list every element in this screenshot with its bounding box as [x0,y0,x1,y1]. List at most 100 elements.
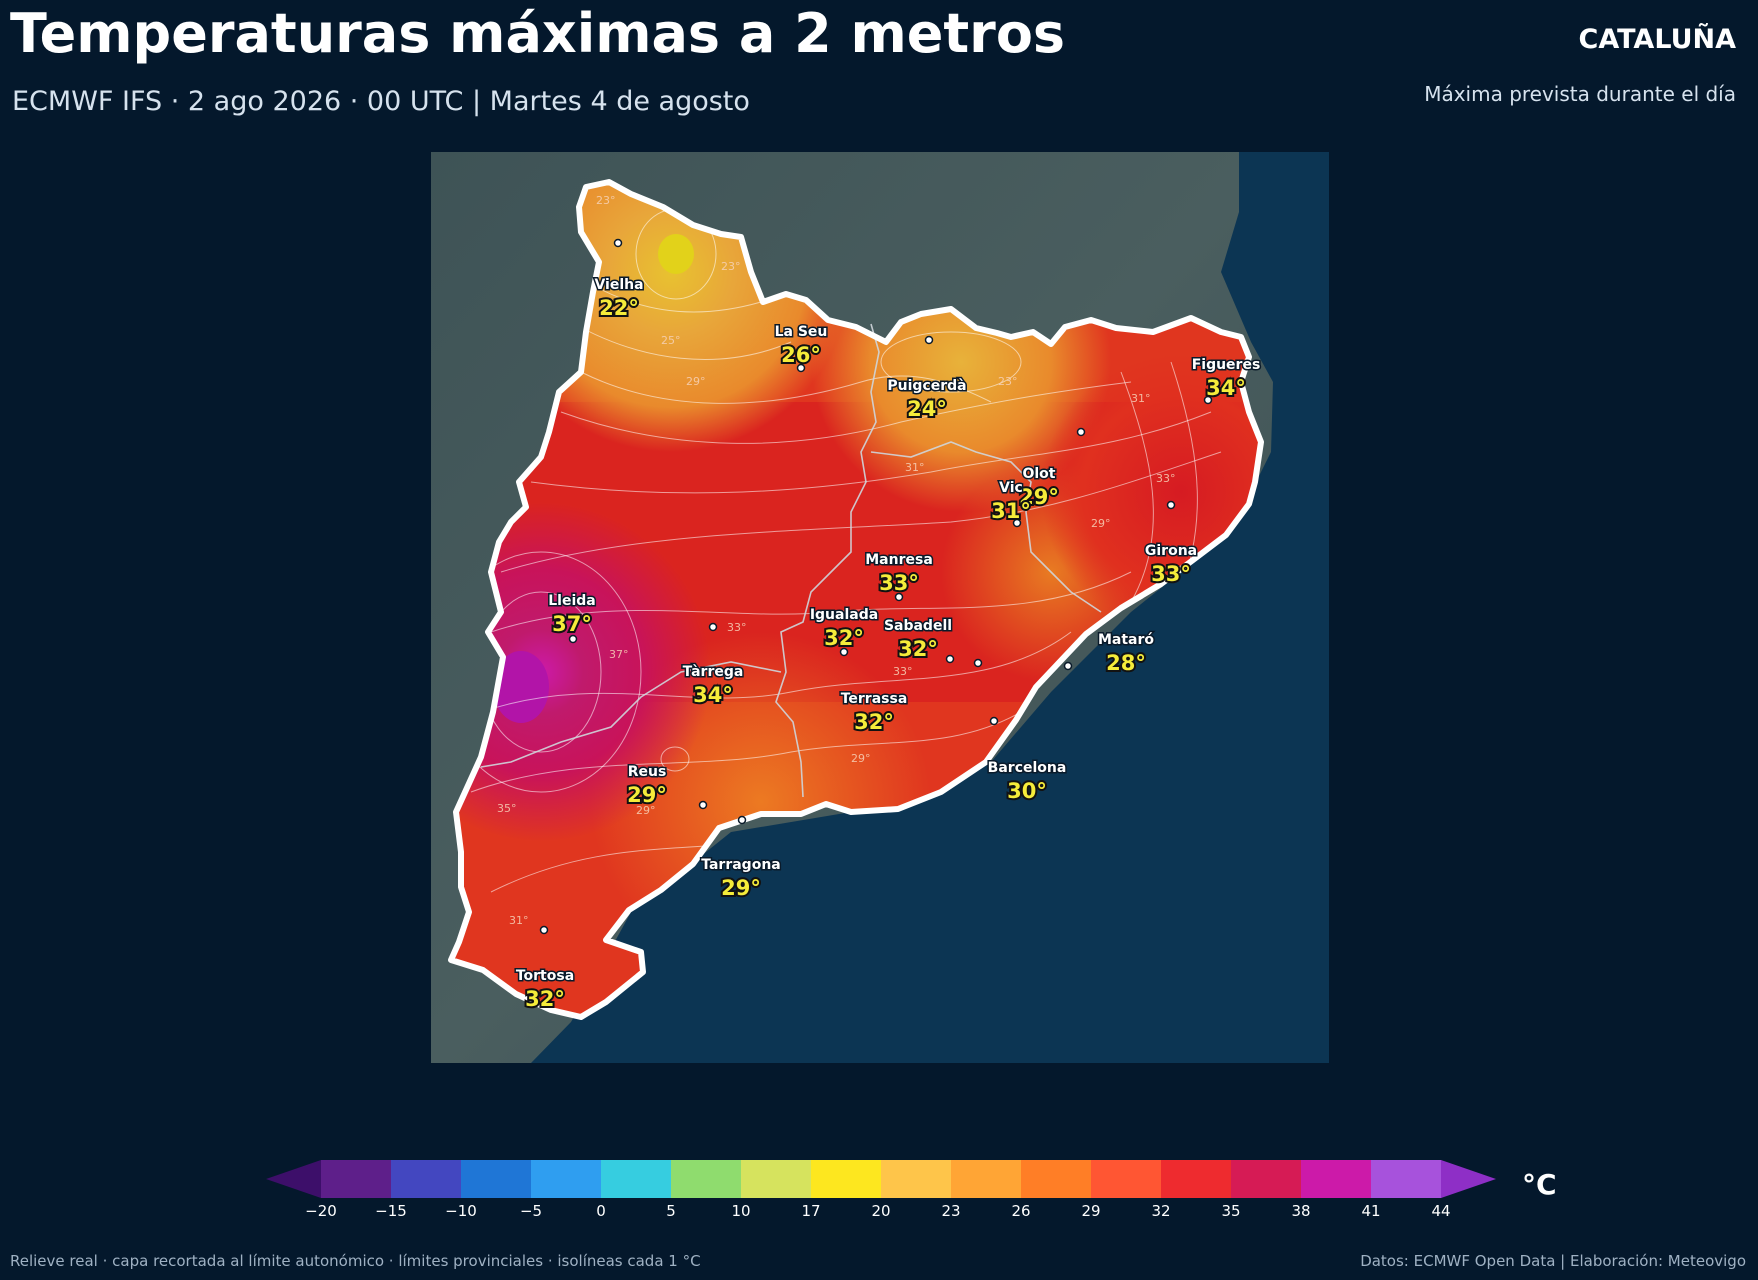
isoline-label: 33° [893,665,913,678]
colorbar-segment [321,1160,392,1198]
city-reus: Reus 29° [625,763,669,810]
svg-text:26°: 26° [781,343,821,367]
svg-text:Olot: Olot [1022,466,1055,482]
isoline-label: 29° [686,375,706,388]
svg-text:Vielha: Vielha [594,277,643,293]
colorbar-unit: °C [1522,1168,1557,1201]
colorbar-segment [1371,1160,1442,1198]
colorbar-segment [601,1160,672,1198]
svg-text:Sabadell: Sabadell [884,618,952,634]
isoline-label: 25° [661,334,681,347]
region-label: CATALUÑA [1578,24,1737,55]
city-olot: Olot 29° [1017,465,1061,512]
svg-text:24°: 24° [907,397,947,421]
isoline-label: 23° [721,260,741,273]
city-mataro: Mataró 28° [1096,631,1155,678]
svg-text:31°: 31° [991,499,1031,523]
city-sabadell: Sabadell 32° [882,617,953,664]
colorbar-tick-label: 0 [596,1202,606,1218]
svg-text:29°: 29° [1019,485,1059,509]
colorbar-tick-label: 5 [666,1202,676,1218]
colorbar-tick-label: −5 [520,1202,542,1218]
colorbar-segment [461,1160,532,1198]
isoline-label: 31° [905,461,925,474]
colorbar-segment [951,1160,1022,1198]
colorbar: −20 −15 −10 −5 0 5 10 17 20 23 26 29 32 35 38 41 44 [266,1160,1496,1218]
colorbar-segment [391,1160,462,1198]
svg-text:22°: 22° [599,296,639,320]
city-terrassa: Terrassa 32° [839,690,909,737]
colorbar-tick-label: 38 [1291,1202,1310,1218]
svg-text:Girona: Girona [1145,543,1197,559]
svg-text:La Seu: La Seu [775,324,828,340]
isoline-label: 29° [851,752,871,765]
colorbar-over-arrow [1441,1160,1496,1198]
provincial-limits [480,323,1102,798]
temperature-map: 23° 25° 29° 23° 23° 31° 33° 29° 31° 33° … [431,152,1329,1063]
svg-text:30°: 30° [1007,779,1047,803]
isoline-labels: 23° 25° 29° 23° 23° 31° 33° 29° 31° 33° … [497,194,1176,927]
footer-credits-left: Relieve real · capa recortada al límite … [10,1252,701,1270]
svg-text:28°: 28° [1106,651,1146,675]
colorbar-tick-label: 32 [1151,1202,1170,1218]
colorbar-under-arrow [266,1160,321,1198]
city-girona: Girona 33° [1143,542,1198,589]
colorbar-tick-label: −10 [445,1202,477,1218]
svg-text:29°: 29° [721,876,761,900]
isoline-label: 23° [596,194,616,207]
svg-text:Terrassa: Terrassa [841,691,908,707]
svg-text:Tàrrega: Tàrrega [683,664,744,680]
colorbar-segment [881,1160,952,1198]
city-barcelona: Barcelona 30° [986,759,1068,806]
colorbar-segment [1161,1160,1232,1198]
colorbar-tick-label: 17 [801,1202,820,1218]
city-labels: Vielha 22° La Seu 26° Puigcerdà 24° Figuere… [514,276,1261,1014]
svg-text:32°: 32° [824,626,864,650]
svg-text:Puigcerdà: Puigcerdà [887,378,966,394]
city-tarragona: Tarragona 29° [700,856,783,903]
colorbar-ticks: −20 −15 −10 −5 0 5 10 17 20 23 26 29 32 35 38 41 44 [305,1202,1450,1218]
colorbar-tick-label: 44 [1431,1202,1450,1218]
isoline-label: 37° [609,648,629,661]
svg-text:34°: 34° [1206,376,1246,400]
svg-text:Tortosa: Tortosa [516,968,574,984]
svg-text:Vic: Vic [999,480,1023,496]
page-title: Temperaturas máximas a 2 metros [10,2,1066,65]
city-vielha: Vielha 22° [593,276,645,323]
forecast-note: Máxima prevista durante el día [1424,82,1736,106]
colorbar-tick-label: 29 [1081,1202,1100,1218]
colorbar-tick-label: 26 [1011,1202,1030,1218]
svg-text:Manresa: Manresa [865,552,933,568]
colorbar-segments [266,1160,1496,1198]
city-la-seu: La Seu 26° [773,323,829,370]
colorbar-segment [1231,1160,1302,1198]
colorbar-segment [811,1160,882,1198]
colorbar-tick-label: 41 [1361,1202,1380,1218]
svg-text:Tarragona: Tarragona [701,857,781,873]
city-tarrega: Tàrrega 34° [681,663,745,710]
isoline-label: 31° [1131,392,1151,405]
svg-text:32°: 32° [525,987,565,1011]
city-igualada: Igualada 32° [808,606,879,653]
city-tortosa: Tortosa 32° [514,967,575,1014]
city-puigcerda: Puigcerdà 24° [886,377,968,424]
isoline-label: 35° [497,802,517,815]
svg-text:34°: 34° [693,683,733,707]
run-info-subtitle: ECMWF IFS · 2 ago 2026 · 00 UTC | Martes… [12,86,750,117]
colorbar-tick-label: 23 [941,1202,960,1218]
svg-text:33°: 33° [879,571,919,595]
colorbar-tick-label: 10 [731,1202,750,1218]
colorbar-tick-label: −20 [305,1202,337,1218]
city-markers [539,238,1213,935]
colorbar-segment [531,1160,602,1198]
svg-text:Lleida: Lleida [548,593,595,609]
colorbar-segment [1301,1160,1372,1198]
city-vic: Vic 31° [989,479,1033,526]
colorbar-segment [1021,1160,1092,1198]
isoline-label: 33° [727,621,747,634]
isoline-label: 23° [998,375,1018,388]
isoline-label: 29° [636,804,656,817]
svg-text:Igualada: Igualada [810,607,878,623]
svg-text:29°: 29° [627,783,667,807]
svg-text:33°: 33° [1151,562,1191,586]
